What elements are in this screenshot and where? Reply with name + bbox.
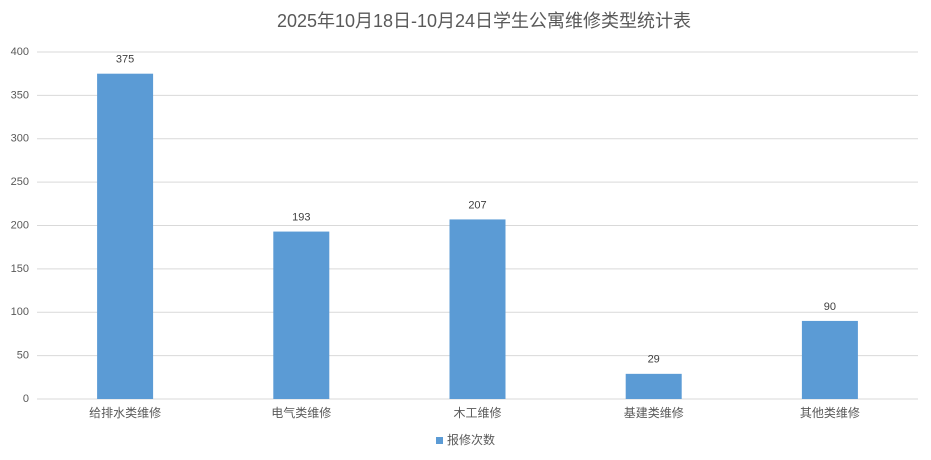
x-tick-label: 给排水类维修 [89,405,161,420]
data-label: 207 [468,199,486,211]
bar [273,231,330,399]
data-label: 29 [648,354,660,366]
y-tick-label: 100 [11,306,29,318]
bar [97,73,154,399]
legend-label: 报修次数 [447,432,495,447]
y-tick-label: 200 [11,219,29,231]
legend-swatch [436,437,443,444]
x-tick-label: 电气类维修 [271,405,331,420]
bar [449,219,506,399]
x-tick-label: 其他类维修 [800,405,860,420]
bar [625,373,682,399]
x-tick-label: 木工维修 [453,405,501,420]
y-tick-label: 250 [11,176,29,188]
chart-title: 2025年10月18日-10月24日学生公寓维修类型统计表 [277,11,691,31]
y-tick-label: 400 [11,46,29,58]
x-tick-label: 基建类维修 [624,405,684,420]
data-label: 375 [116,54,134,66]
y-tick-label: 50 [17,350,29,362]
data-label: 193 [292,211,310,223]
y-tick-label: 150 [11,263,29,275]
y-tick-label: 300 [11,133,29,145]
y-tick-label: 350 [11,89,29,101]
bar [801,320,858,399]
y-tick-label: 0 [23,393,29,405]
data-label: 90 [824,301,836,313]
